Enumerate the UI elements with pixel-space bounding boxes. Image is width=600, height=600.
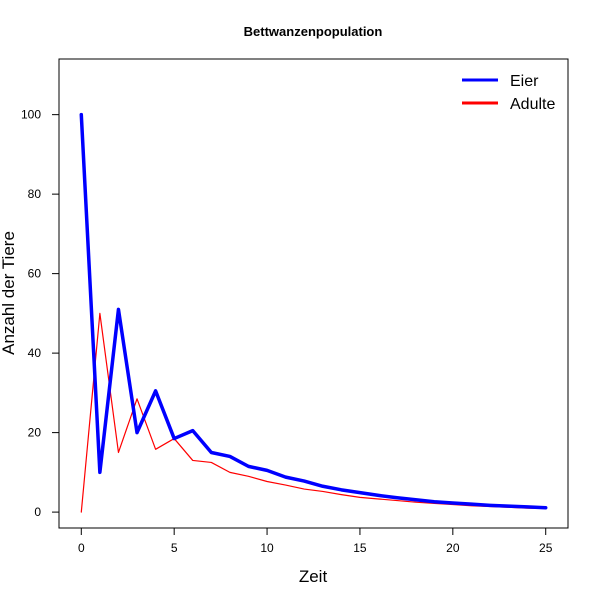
y-tick-label: 100: [21, 108, 41, 122]
x-tick-label: 20: [446, 541, 460, 555]
plot-frame: [58, 58, 569, 529]
y-tick-label: 20: [28, 426, 42, 440]
x-axis: 0 5 10 15 20 25: [78, 527, 553, 555]
y-tick-label: 60: [28, 267, 42, 281]
legend: Eier Adulte: [462, 73, 555, 113]
y-axis-title: Anzahl der Tiere: [0, 231, 18, 355]
y-tick-label: 80: [28, 187, 42, 201]
y-axis: 0 20 40 60 80 100: [21, 108, 60, 519]
y-tick-label: 0: [34, 505, 41, 519]
x-tick-label: 15: [353, 541, 367, 555]
series-line-eier: [79, 112, 548, 510]
legend-label-eier: Eier: [510, 73, 539, 90]
series-lines: [79, 112, 548, 513]
legend-label-adulte: Adulte: [510, 96, 555, 113]
x-tick-label: 5: [171, 541, 178, 555]
x-tick-label: 0: [78, 541, 85, 555]
chart-title: Bettwanzenpopulation: [244, 24, 383, 39]
x-tick-label: 25: [539, 541, 553, 555]
x-axis-title: Zeit: [299, 567, 328, 586]
y-tick-label: 40: [28, 346, 42, 360]
x-tick-label: 10: [260, 541, 274, 555]
